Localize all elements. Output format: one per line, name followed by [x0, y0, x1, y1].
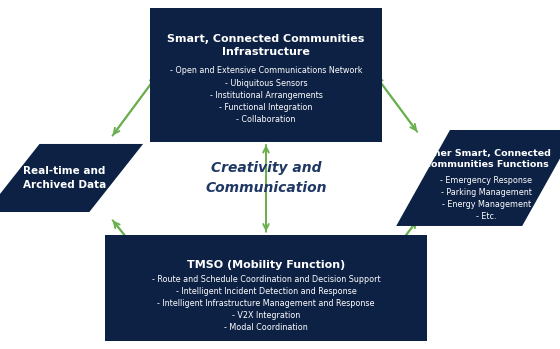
Polygon shape	[396, 130, 560, 226]
FancyBboxPatch shape	[105, 235, 427, 341]
Text: - Emergency Response
- Parking Management
- Energy Management
- Etc.: - Emergency Response - Parking Managemen…	[440, 176, 532, 221]
Text: TMSO (Mobility Function): TMSO (Mobility Function)	[187, 260, 345, 270]
Text: - Route and Schedule Coordination and Decision Support
- Intelligent Incident De: - Route and Schedule Coordination and De…	[152, 275, 380, 333]
Text: - Open and Extensive Communications Network
- Ubiquitous Sensors
- Institutional: - Open and Extensive Communications Netw…	[170, 66, 362, 124]
FancyBboxPatch shape	[150, 8, 382, 142]
Text: Creativity and
Communication: Creativity and Communication	[206, 161, 326, 195]
Text: Smart, Connected Communities
Infrastructure: Smart, Connected Communities Infrastruct…	[167, 34, 365, 57]
Text: Other Smart, Connected
Communities Functions: Other Smart, Connected Communities Funct…	[421, 149, 551, 169]
Polygon shape	[0, 144, 143, 212]
Text: Real-time and
Archived Data: Real-time and Archived Data	[23, 166, 106, 190]
